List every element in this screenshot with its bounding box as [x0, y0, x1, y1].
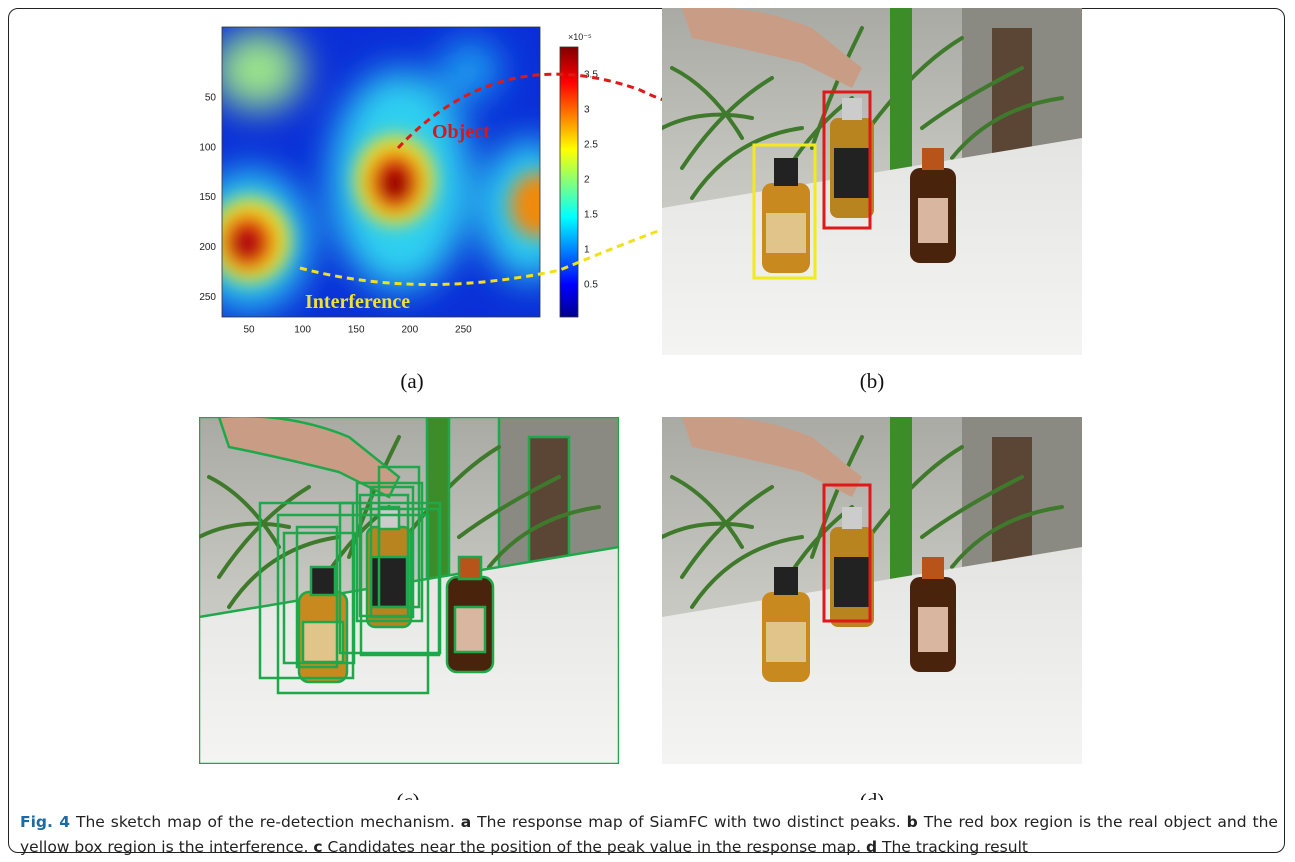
photo-b	[662, 7, 1082, 355]
caption-part-text: The tracking result	[882, 838, 1028, 856]
x-tick-label: 150	[348, 325, 365, 336]
photo-d	[662, 416, 1082, 764]
colorbar-tick-label: 2	[584, 175, 590, 186]
caption: Fig. 4 The sketch map of the re-detectio…	[20, 810, 1278, 860]
page: 50 100 150 200 250 50 100 150 200 250 0.5 1 1.5 2 2.5 3…	[0, 0, 1295, 862]
panel-label: (a)	[400, 369, 423, 393]
y-tick-label: 50	[205, 93, 217, 104]
x-tick-label: 50	[243, 325, 255, 336]
y-tick-label: 100	[199, 142, 216, 153]
figure: 50 100 150 200 250 50 100 150 200 250 0.5 1 1.5 2 2.5 3…	[0, 0, 1295, 800]
caption-part-key: c	[313, 838, 322, 856]
panel-label: (b)	[860, 369, 885, 393]
colorbar-exponent: ×10⁻⁵	[568, 32, 592, 42]
colorbar-tick-label: 2.5	[584, 140, 598, 151]
caption-part-text: Candidates near the position of the peak…	[328, 838, 861, 856]
panel-label: (d)	[860, 789, 885, 800]
colorbar-tick-label: 0.5	[584, 280, 598, 291]
panel-label: (c)	[396, 789, 419, 800]
annotation: Interference	[305, 291, 410, 313]
photo-c	[199, 416, 619, 764]
x-tick-label: 250	[455, 325, 472, 336]
caption-part-key: d	[866, 838, 877, 856]
y-tick-label: 250	[199, 292, 216, 303]
caption-title: The sketch map of the re-detection mecha…	[76, 813, 455, 831]
colorbar	[560, 47, 578, 317]
caption-label: Fig. 4	[20, 813, 70, 831]
annotation: Object	[432, 121, 490, 143]
caption-part-text: The response map of SiamFC with two dist…	[477, 813, 901, 831]
caption-part-key: a	[461, 813, 471, 831]
colorbar-tick-label: 1	[584, 245, 590, 256]
colorbar-tick-label: 1.5	[584, 210, 598, 221]
y-tick-label: 200	[199, 242, 216, 253]
x-tick-label: 100	[294, 325, 311, 336]
colorbar-tick-label: 3	[584, 105, 590, 116]
x-tick-label: 200	[401, 325, 418, 336]
caption-part-key: b	[907, 813, 918, 831]
y-tick-label: 150	[199, 192, 216, 203]
